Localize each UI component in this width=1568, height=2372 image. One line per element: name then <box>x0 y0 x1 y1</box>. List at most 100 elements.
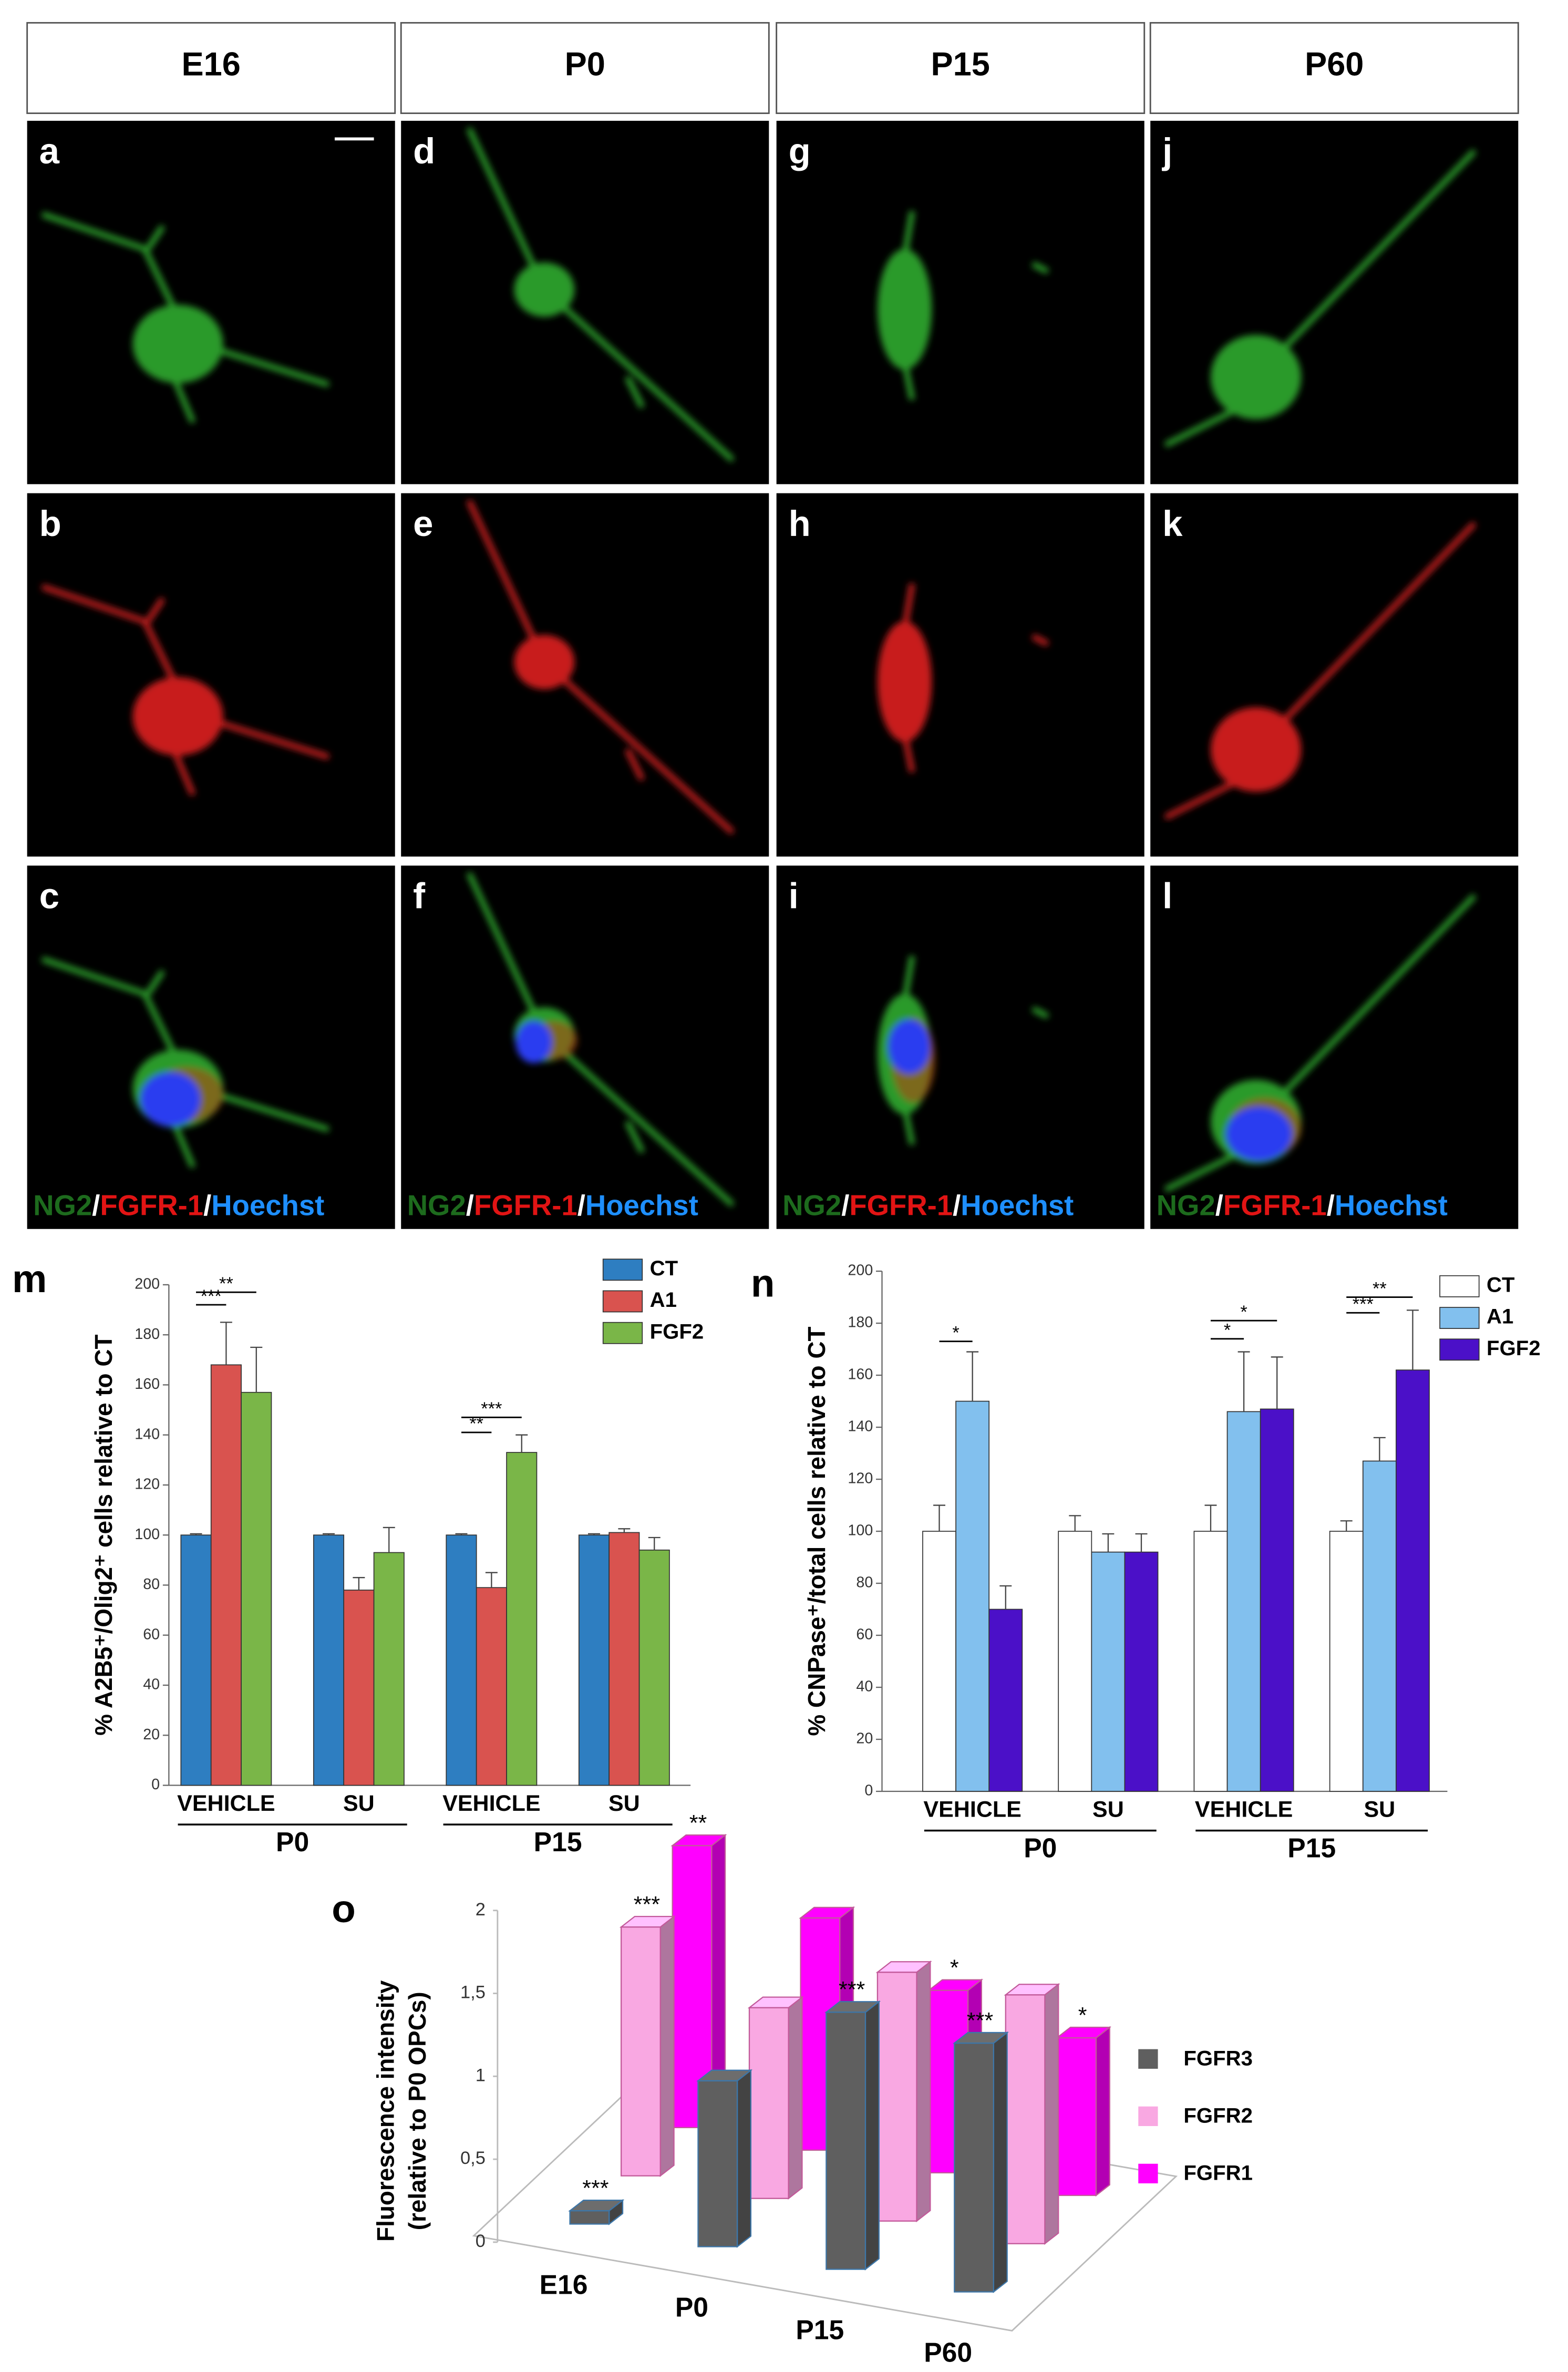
channel-label-part: FGFR-1 <box>474 1190 577 1222</box>
cell <box>877 583 1049 773</box>
bar <box>1058 1531 1092 1792</box>
x-tick-label: SU <box>343 1791 375 1816</box>
micrograph-bg <box>1150 120 1519 484</box>
bar <box>578 1534 610 1786</box>
cell-process <box>146 224 166 251</box>
cell-process <box>1031 1006 1049 1019</box>
micrograph-bg <box>401 865 769 1229</box>
panel-letter: d <box>413 131 435 171</box>
error-bar <box>383 1527 395 1553</box>
cell-body <box>1210 707 1302 792</box>
bar-side <box>1095 2026 1110 2197</box>
header-box <box>776 22 1146 114</box>
bar-front <box>1005 1994 1046 2244</box>
panel-label: n <box>751 1261 775 1305</box>
cell-process <box>207 344 329 387</box>
channel-label-part: / <box>577 1190 585 1222</box>
y-tick-label: 1 <box>476 2065 486 2085</box>
channel-label-part: NG2 <box>1157 1190 1215 1222</box>
x-tick-label: SU <box>1092 1797 1124 1822</box>
channel-label: FGFR-1 <box>33 817 137 849</box>
channel-label-part: FGFR-1 <box>100 1190 203 1222</box>
y-tick-label: 160 <box>135 1376 160 1393</box>
y-axis-label: % CNPase⁺/total cells relative to CT <box>803 1326 830 1736</box>
x-tick-label: P0 <box>675 2292 708 2323</box>
legend-label: CT <box>1487 1273 1515 1296</box>
legend-swatch <box>602 1322 643 1344</box>
bar <box>568 2199 625 2225</box>
y-tick-label: 60 <box>856 1626 873 1643</box>
channel-label-part: / <box>841 1190 849 1222</box>
micrograph: k FGFR-1 <box>1150 493 1519 857</box>
legend-swatch <box>1439 1275 1480 1297</box>
cell-process <box>625 748 645 781</box>
bar <box>955 1400 990 1792</box>
cell-process <box>466 872 547 1036</box>
cell <box>41 584 329 796</box>
x-tick-label: SU <box>608 1791 640 1816</box>
error-bar <box>1406 1309 1419 1370</box>
error-bar <box>1135 1533 1148 1552</box>
x-tick-label: VEHICLE <box>177 1791 275 1816</box>
y-tick-label: 20 <box>856 1730 873 1747</box>
micrograph: h FGFR-1 <box>776 493 1144 857</box>
y-tick-label: 100 <box>848 1522 873 1539</box>
y-tick-label: 180 <box>848 1314 873 1331</box>
legend-swatch <box>1439 1338 1480 1361</box>
header-label: P15 <box>931 46 990 82</box>
channel-label-part: NG2 <box>33 1190 92 1222</box>
bar <box>343 1590 375 1786</box>
y-axis-label: (relative to P0 OPCs) <box>404 1992 431 2230</box>
significance-label: * <box>1224 1321 1231 1340</box>
micrograph-bg <box>1150 865 1519 1229</box>
cell-process <box>902 955 915 1002</box>
significance-label: * <box>950 1955 959 1981</box>
cell <box>41 956 329 1169</box>
bar <box>1055 2026 1112 2197</box>
significance-label: ** <box>1373 1278 1387 1298</box>
micrograph-bg <box>27 120 395 484</box>
bar-front <box>826 2012 866 2270</box>
error-bar <box>966 1351 979 1401</box>
bar <box>506 1452 538 1786</box>
x-tick-label: E16 <box>540 2269 588 2299</box>
channel-label-part: / <box>953 1190 961 1222</box>
cell-body <box>514 635 575 689</box>
error-bar <box>618 1528 631 1533</box>
y-tick-label: 80 <box>856 1574 873 1591</box>
legend-swatch <box>1138 2163 1158 2183</box>
cell-body <box>132 677 223 756</box>
micrograph: g NG2 <box>776 120 1144 484</box>
micrograph: j NG2 <box>1150 120 1519 484</box>
bar <box>1362 1460 1397 1792</box>
cell-body <box>877 249 932 370</box>
legend-label: FGF2 <box>1487 1336 1541 1360</box>
cell <box>1164 894 1477 1192</box>
y-tick-label: 20 <box>143 1726 160 1743</box>
cell-process <box>542 287 735 462</box>
header-label: E16 <box>182 46 241 82</box>
bar <box>922 1531 956 1792</box>
y-axis-label: Fluorescence intensity <box>372 1980 399 2242</box>
significance-label: ** <box>469 1414 483 1434</box>
micrograph-bg <box>401 493 769 857</box>
channel-label: NG2 <box>33 445 92 477</box>
legend-swatch <box>1138 2106 1158 2126</box>
panel-label: m <box>12 1256 47 1301</box>
cell-process <box>207 1089 329 1132</box>
cell-process <box>542 660 735 834</box>
group-label: P15 <box>534 1827 582 1857</box>
y-tick-label: 40 <box>143 1676 160 1693</box>
channel-label-part: / <box>203 1190 211 1222</box>
error-bar <box>190 1533 202 1535</box>
cell-process <box>1254 149 1477 379</box>
cell <box>1164 149 1477 448</box>
cell-process <box>902 211 915 257</box>
channel-label: NG2 <box>407 445 466 477</box>
y-tick-label: 160 <box>848 1366 873 1383</box>
bar-side <box>659 1915 675 2177</box>
legend-label: FGFR1 <box>1183 2161 1253 2184</box>
error-bar <box>1373 1437 1386 1461</box>
bar <box>373 1552 405 1786</box>
bar <box>446 1534 477 1786</box>
